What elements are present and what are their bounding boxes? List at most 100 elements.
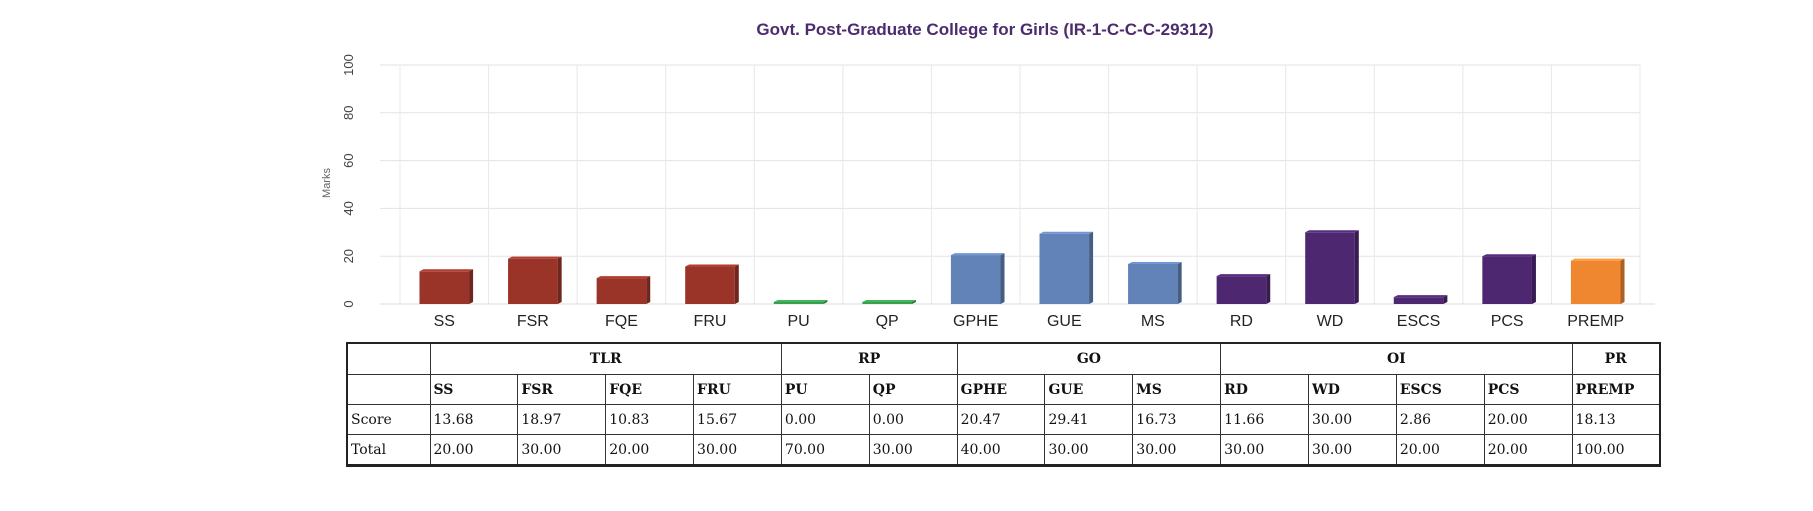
- group-header-go: GO: [956, 342, 1222, 375]
- table-cell: 15.67: [693, 404, 782, 435]
- bar-front: [1039, 233, 1090, 304]
- table-group-row: TLR RP GO OI PR: [346, 342, 1661, 375]
- table-cell: 30.00: [1308, 434, 1397, 467]
- table-corner-cell: [346, 342, 431, 375]
- group-header-pr: PR: [1571, 342, 1661, 375]
- bar-rd: [1216, 274, 1271, 304]
- code-header-rd: RD: [1220, 374, 1310, 405]
- bar-front: [1216, 276, 1267, 304]
- table-cell: 20.00: [1483, 404, 1573, 435]
- bar-top: [773, 300, 828, 302]
- table-cell: 13.68: [429, 404, 519, 435]
- table-cell: 20.47: [956, 404, 1046, 435]
- bar-chart: Govt. Post-Graduate College for Girls (I…: [321, 20, 1655, 330]
- bar-top: [1305, 230, 1359, 233]
- y-tick-label: 100: [341, 54, 356, 76]
- table-blank-cell: [346, 374, 431, 405]
- bars: [419, 230, 1625, 304]
- bar-side: [1620, 258, 1625, 304]
- bar-front: [1570, 260, 1621, 304]
- code-header-wd: WD: [1308, 374, 1397, 405]
- table-row: Total 20.00 30.00 20.00 30.00 70.00 30.00 40.00…: [346, 434, 1661, 467]
- table-cell: 30.00: [1044, 434, 1134, 467]
- x-tick-label: PU: [787, 313, 809, 330]
- table-cell: 20.00: [1395, 434, 1485, 467]
- table-cell: 70.00: [780, 434, 870, 467]
- bar-front: [508, 258, 558, 304]
- y-tick-label: 0: [341, 300, 356, 307]
- code-header-ss: SS: [429, 374, 519, 405]
- y-tick-label: 80: [341, 106, 356, 120]
- bar-front: [1305, 232, 1355, 304]
- x-tick-label: MS: [1141, 313, 1165, 330]
- x-tick-label: WD: [1317, 313, 1344, 330]
- x-tick-label: FRU: [694, 313, 727, 330]
- row-label: Score: [346, 404, 431, 435]
- bar-side: [1266, 274, 1271, 304]
- bar-top: [1039, 231, 1094, 234]
- bar-side: [469, 269, 474, 304]
- code-header-ms: MS: [1132, 374, 1222, 405]
- x-axis-labels: SS FSR FQE FRU PU QP GPHE GUE MS RD WD ESCS PCS PREMP: [434, 313, 1625, 330]
- bar-side: [911, 300, 916, 304]
- table-code-row: SS FSR FQE FRU PU QP GPHE GUE MS RD WD ESCS PCS PREMP: [346, 374, 1661, 405]
- code-header-fsr: FSR: [517, 374, 607, 405]
- y-tick-label: 20: [341, 249, 356, 263]
- bar-gue: [1039, 231, 1094, 304]
- bar-side: [1177, 262, 1182, 304]
- x-tick-label: PREMP: [1567, 313, 1624, 330]
- bar-premp: [1570, 258, 1625, 304]
- code-header-pu: PU: [780, 374, 870, 405]
- bar-side: [646, 276, 651, 304]
- code-header-premp: PREMP: [1571, 374, 1661, 405]
- code-header-gue: GUE: [1044, 374, 1134, 405]
- y-tick-label: 60: [341, 153, 356, 167]
- table-cell: 30.00: [1220, 434, 1310, 467]
- table-cell: 40.00: [956, 434, 1046, 467]
- bar-front: [1393, 297, 1444, 304]
- score-table: TLR RP GO OI PR SS FSR FQE FRU PU QP GPHE GUE MS RD WD E…: [346, 342, 1661, 467]
- table-cell: 30.00: [693, 434, 782, 467]
- table-cell: 0.00: [780, 404, 870, 435]
- bar-top: [685, 264, 739, 267]
- bar-qp: [862, 300, 916, 304]
- bar-pcs: [1482, 254, 1536, 304]
- code-header-fqe: FQE: [605, 374, 695, 405]
- grid-lines: [380, 64, 1655, 305]
- bar-top: [596, 276, 651, 279]
- code-header-gphe: GPHE: [956, 374, 1046, 405]
- bar-side: [1089, 231, 1094, 304]
- bar-fsr: [508, 256, 562, 304]
- y-axis-title: Marks: [321, 168, 333, 198]
- x-tick-label: FSR: [517, 313, 549, 330]
- bar-side: [1354, 230, 1359, 304]
- bar-side: [1000, 253, 1005, 304]
- bar-gphe: [950, 253, 1005, 304]
- bar-top: [1393, 295, 1448, 298]
- bar-fqe: [596, 276, 651, 304]
- bar-side: [1443, 295, 1448, 304]
- bar-front: [1482, 256, 1532, 304]
- bar-front: [685, 266, 735, 304]
- table-cell: 30.00: [868, 434, 958, 467]
- table-cell: 30.00: [1308, 404, 1397, 435]
- y-tick-label: 40: [341, 201, 356, 215]
- table-cell: 18.13: [1571, 404, 1661, 435]
- x-tick-label: PCS: [1491, 313, 1524, 330]
- bar-top: [1570, 258, 1625, 261]
- bar-fru: [685, 264, 739, 304]
- bar-front: [1128, 264, 1178, 304]
- table-row: Score 13.68 18.97 10.83 15.67 0.00 0.00 20.47 29…: [346, 404, 1661, 435]
- x-tick-label: SS: [434, 313, 455, 330]
- bar-side: [823, 300, 828, 304]
- bar-wd: [1305, 230, 1359, 304]
- table-cell: 20.00: [429, 434, 519, 467]
- bar-top: [1128, 262, 1182, 265]
- bar-ms: [1128, 262, 1182, 304]
- bar-top: [419, 269, 474, 272]
- table-cell: 30.00: [517, 434, 607, 467]
- bar-front: [950, 255, 1001, 304]
- chart-title: Govt. Post-Graduate College for Girls (I…: [756, 20, 1213, 39]
- code-header-escs: ESCS: [1395, 374, 1485, 405]
- group-header-oi: OI: [1220, 342, 1573, 375]
